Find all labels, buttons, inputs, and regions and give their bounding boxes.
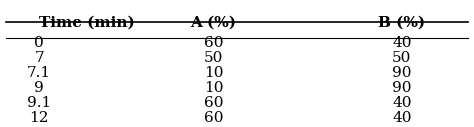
Text: 60: 60 (204, 96, 223, 110)
Text: 60: 60 (204, 111, 223, 125)
Text: 50: 50 (204, 51, 223, 65)
Text: A (%): A (%) (191, 15, 237, 29)
Text: 10: 10 (204, 66, 223, 80)
Text: 40: 40 (392, 111, 412, 125)
Text: 12: 12 (29, 111, 49, 125)
Text: 40: 40 (392, 36, 412, 50)
Text: Time (min): Time (min) (39, 15, 135, 29)
Text: 0: 0 (34, 36, 44, 50)
Text: 7.1: 7.1 (27, 66, 51, 80)
Text: B (%): B (%) (378, 15, 426, 29)
Text: 50: 50 (392, 51, 411, 65)
Text: 60: 60 (204, 36, 223, 50)
Text: 90: 90 (392, 81, 412, 95)
Text: 90: 90 (392, 66, 412, 80)
Text: 9.1: 9.1 (27, 96, 51, 110)
Text: 7: 7 (34, 51, 44, 65)
Text: 10: 10 (204, 81, 223, 95)
Text: 9: 9 (34, 81, 44, 95)
Text: 40: 40 (392, 96, 412, 110)
